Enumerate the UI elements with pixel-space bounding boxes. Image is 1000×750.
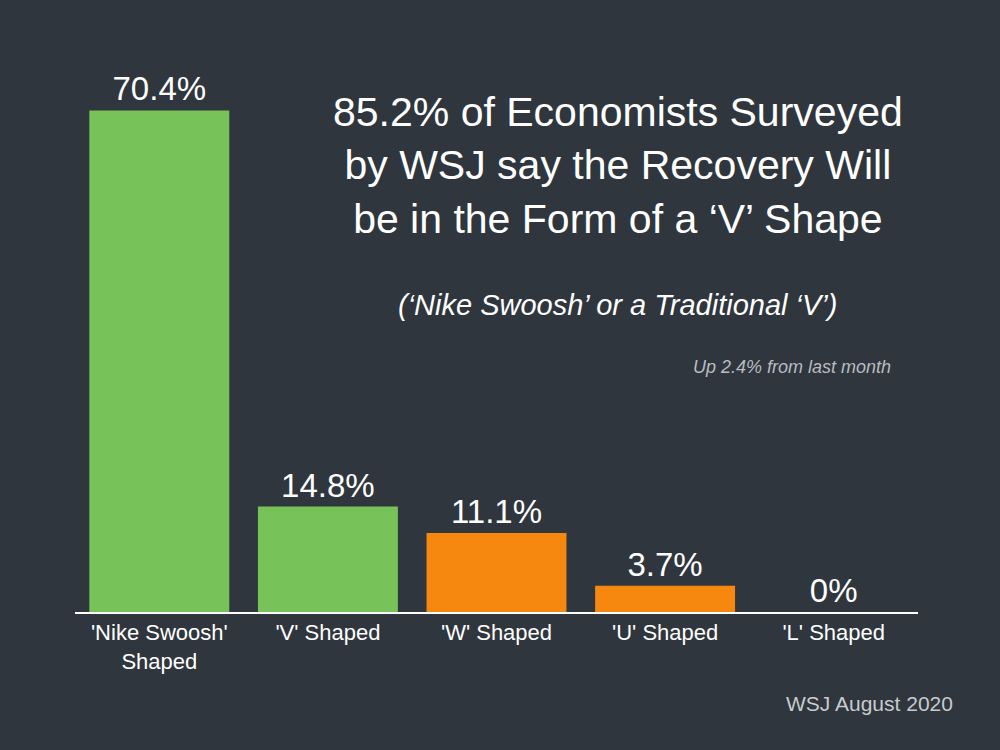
svg-text:'W' Shaped: 'W' Shaped xyxy=(441,620,552,645)
svg-text:11.1%: 11.1% xyxy=(451,493,542,530)
svg-text:'Nike Swoosh'Shaped: 'Nike Swoosh'Shaped xyxy=(91,620,228,674)
svg-text:3.7%: 3.7% xyxy=(627,546,702,583)
svg-text:'U' Shaped: 'U' Shaped xyxy=(612,620,718,645)
svg-text:'L' Shaped: 'L' Shaped xyxy=(782,620,885,645)
svg-text:'V' Shaped: 'V' Shaped xyxy=(275,620,380,645)
svg-text:70.4%: 70.4% xyxy=(113,70,207,107)
svg-text:14.8%: 14.8% xyxy=(281,467,375,504)
svg-text:0%: 0% xyxy=(810,572,858,609)
svg-text:85.2% of Economists Surveyedby: 85.2% of Economists Surveyedby WSJ say t… xyxy=(333,89,903,242)
svg-text:WSJ August 2020: WSJ August 2020 xyxy=(786,692,953,715)
svg-text:Up 2.4% from last month: Up 2.4% from last month xyxy=(693,357,891,377)
svg-text:(‘Nike Swoosh’ or a Traditiona: (‘Nike Swoosh’ or a Traditional ‘V’) xyxy=(398,289,837,321)
